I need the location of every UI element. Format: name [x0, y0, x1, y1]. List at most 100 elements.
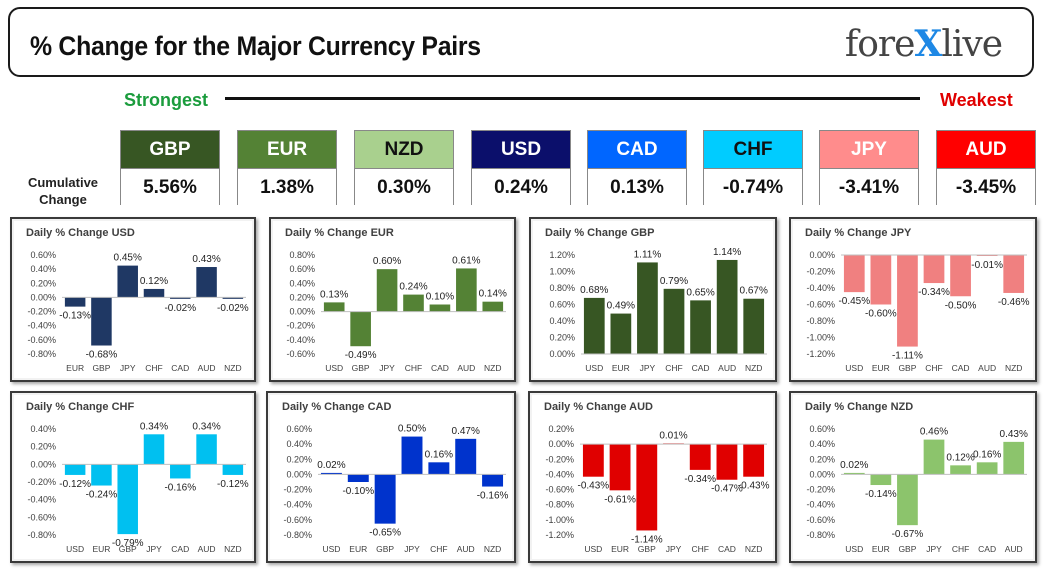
cumulative-change-label: Cumulative Change [18, 174, 108, 208]
data-label: -0.45% [838, 296, 870, 307]
data-label: -1.11% [892, 351, 923, 362]
y-tick-label: 0.60% [549, 300, 575, 310]
chart-panel-nzd: Daily % Change NZD 0.60% 0.40% 0.20% 0.00% -0… [789, 391, 1037, 563]
y-tick-label: -0.60% [27, 512, 56, 522]
bar-chf [403, 294, 424, 312]
data-label: -0.60% [865, 309, 897, 320]
currency-cumulative-value: 1.38% [238, 169, 336, 206]
currency-box-gbp: GBP 5.56% [120, 130, 220, 206]
bar-jpy [376, 269, 398, 312]
x-tick-label: CAD [978, 544, 996, 554]
y-tick-label: -0.60% [283, 515, 312, 525]
bar-usd [843, 472, 865, 475]
data-label: -0.10% [342, 486, 374, 497]
y-tick-label: 0.80% [289, 250, 315, 260]
data-label: -0.61% [604, 494, 636, 505]
bar-aud [456, 268, 477, 312]
y-tick-label: 0.60% [286, 424, 312, 434]
y-tick-label: 0.00% [289, 307, 315, 317]
bar-aud [1003, 441, 1025, 475]
currency-box-usd: USD 0.24% [471, 130, 571, 206]
chart-panel-chf: Daily % Change CHF 0.40% 0.20% 0.00% -0.20% -… [10, 391, 256, 563]
x-tick-label: NZD [1005, 363, 1022, 373]
currency-code: NZD [355, 131, 453, 169]
currency-cumulative-value: 0.13% [588, 169, 686, 206]
y-tick-label: -1.00% [545, 515, 574, 525]
currency-code: CAD [588, 131, 686, 169]
y-tick-label: -1.20% [806, 349, 835, 359]
x-tick-label: USD [585, 363, 603, 373]
x-tick-label: NZD [745, 544, 762, 554]
currency-code: EUR [238, 131, 336, 169]
y-tick-label: -0.80% [545, 500, 574, 510]
bar-chart: 1.20% 1.00% 0.80% 0.60% 0.40% 0.20% 0.00% 0.68%… [549, 247, 768, 373]
currency-box-nzd: NZD 0.30% [354, 130, 454, 206]
data-label: 0.01% [659, 430, 687, 441]
y-tick-label: 0.40% [286, 439, 312, 449]
data-label: -0.65% [369, 528, 401, 539]
data-label: 1.14% [713, 247, 741, 258]
currency-box-aud: AUD -3.45% [936, 130, 1036, 206]
y-tick-label: -0.20% [27, 477, 56, 487]
y-tick-label: -0.80% [806, 316, 835, 326]
data-label: -0.47% [711, 484, 743, 495]
data-label: 0.12% [946, 452, 974, 463]
bar-usd [64, 464, 86, 475]
bar-chart: 0.20% 0.00% -0.20% -0.40% -0.60% -0.80% -1.00%… [545, 424, 769, 554]
currency-code: USD [472, 131, 570, 169]
bar-jpy [401, 436, 423, 475]
bar-cad [976, 462, 998, 475]
y-tick-label: -0.20% [283, 485, 312, 495]
x-tick-label: USD [845, 363, 863, 373]
data-label: 0.10% [426, 292, 454, 303]
x-tick-label: USD [325, 363, 343, 373]
data-label: -0.14% [865, 489, 897, 500]
currency-box-eur: EUR 1.38% [237, 130, 337, 206]
data-label: 0.43% [1000, 429, 1028, 440]
title-banner: % Change for the Major Currency Pairs fo… [8, 7, 1034, 77]
x-tick-label: EUR [872, 363, 890, 373]
bar-eur [610, 313, 632, 354]
bar-cad [690, 300, 711, 354]
currency-cumulative-value: 0.24% [472, 169, 570, 206]
chart-panel-cad: Daily % Change CAD 0.60% 0.40% 0.20% 0.00% -0… [266, 391, 516, 563]
bar-cad [950, 255, 971, 297]
y-tick-label: -0.40% [27, 321, 56, 331]
x-tick-label: CHF [405, 363, 422, 373]
currency-box-chf: CHF -0.74% [703, 130, 803, 206]
bar-gbp [350, 311, 371, 347]
y-tick-label: 0.40% [549, 316, 575, 326]
bar-cad [170, 297, 191, 299]
y-tick-label: 0.00% [809, 250, 835, 260]
strength-scale-line [225, 97, 920, 100]
x-tick-label: JPY [926, 544, 942, 554]
y-tick-label: 0.20% [30, 278, 56, 288]
y-tick-label: 0.60% [809, 424, 835, 434]
y-tick-label: 0.60% [30, 250, 56, 260]
bar-gbp [91, 297, 112, 346]
data-label: -0.02% [217, 303, 249, 314]
chart-title: Daily % Change GBP [545, 227, 655, 239]
data-label: -0.50% [945, 300, 977, 311]
y-tick-label: -0.40% [806, 283, 835, 293]
bar-jpy [117, 265, 138, 298]
chart-title: Daily % Change CHF [26, 401, 135, 413]
data-label: 0.61% [452, 255, 480, 266]
y-tick-label: -1.00% [806, 333, 835, 343]
bar-usd [323, 302, 345, 312]
data-label: -0.24% [86, 490, 118, 501]
y-tick-label: 0.20% [809, 454, 835, 464]
x-tick-label: GBP [898, 544, 916, 554]
y-tick-label: 0.00% [809, 469, 835, 479]
y-tick-label: 0.80% [549, 283, 575, 293]
x-tick-label: CAD [431, 363, 449, 373]
currency-cumulative-value: -3.41% [820, 169, 918, 206]
bar-eur [347, 474, 369, 482]
currency-box-jpy: JPY -3.41% [819, 130, 919, 206]
data-label: -0.02% [164, 303, 196, 314]
x-tick-label: CHF [691, 544, 708, 554]
x-tick-label: CHF [952, 544, 969, 554]
data-label: -0.67% [892, 529, 924, 540]
bar-jpy [637, 262, 658, 354]
bar-cad [429, 304, 451, 312]
